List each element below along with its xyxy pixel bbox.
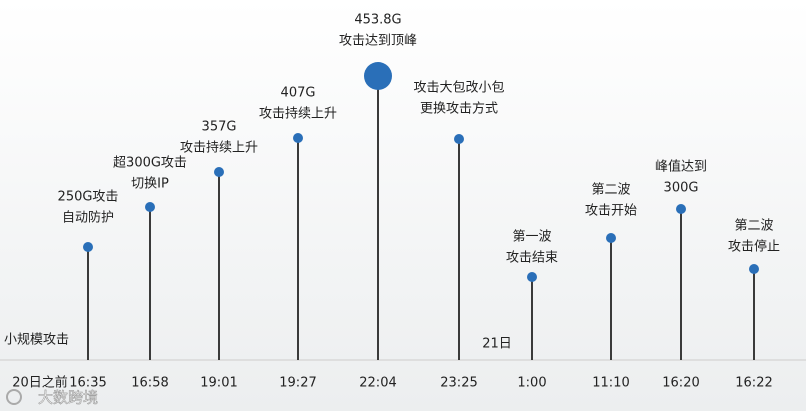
event-dot (364, 62, 392, 90)
event-label: 攻击结束 (506, 251, 558, 266)
time-label: 11:10 (592, 376, 629, 391)
event-dot (214, 167, 224, 177)
time-label: 23:25 (440, 376, 477, 391)
event-dot (454, 134, 464, 144)
watermark-logo (6, 389, 22, 405)
event-label: 第一波 (512, 230, 551, 245)
event-dot (293, 133, 303, 143)
event-label: 切换IP (131, 177, 169, 192)
left-note: 小规模攻击 (4, 333, 69, 348)
event-label: 攻击停止 (728, 239, 780, 255)
time-label: 20日之前 (12, 375, 68, 391)
event-dot (83, 242, 93, 252)
event-label: 第二波 (734, 219, 773, 234)
event-label: 更换攻击方式 (420, 101, 498, 117)
time-label: 19:01 (200, 376, 237, 391)
event-label: 407G (281, 86, 316, 101)
day-label: 21日 (482, 337, 512, 352)
event-label: 攻击持续上升 (180, 141, 258, 156)
event-dot (606, 233, 616, 243)
event-label: 357G (202, 120, 237, 135)
time-label: 22:04 (359, 376, 396, 391)
event-label: 攻击达到顶峰 (339, 34, 417, 49)
time-label: 19:27 (279, 376, 316, 391)
event-label: 攻击持续上升 (259, 107, 337, 122)
event-label: 攻击大包改小包 (413, 81, 504, 96)
event-dot (676, 204, 686, 214)
event-dot (145, 202, 155, 212)
event-dot (749, 264, 759, 274)
event-label: 自动防护 (62, 210, 114, 226)
time-label: 16:58 (131, 376, 168, 391)
event-label: 300G (664, 181, 699, 196)
time-label: 1:00 (517, 376, 546, 391)
time-label: 16:22 (735, 376, 772, 391)
event-label: 攻击开始 (585, 204, 637, 219)
event-label: 453.8G (354, 13, 401, 28)
watermark: 大数跨境 (38, 389, 98, 407)
event-label: 250G攻击 (58, 190, 119, 205)
time-label: 16:20 (662, 376, 699, 391)
event-label: 第二波 (591, 183, 630, 198)
event-label: 超300G攻击 (113, 156, 187, 171)
event-label: 峰值达到 (655, 159, 707, 175)
event-dot (527, 272, 537, 282)
time-label: 16:35 (69, 376, 106, 391)
